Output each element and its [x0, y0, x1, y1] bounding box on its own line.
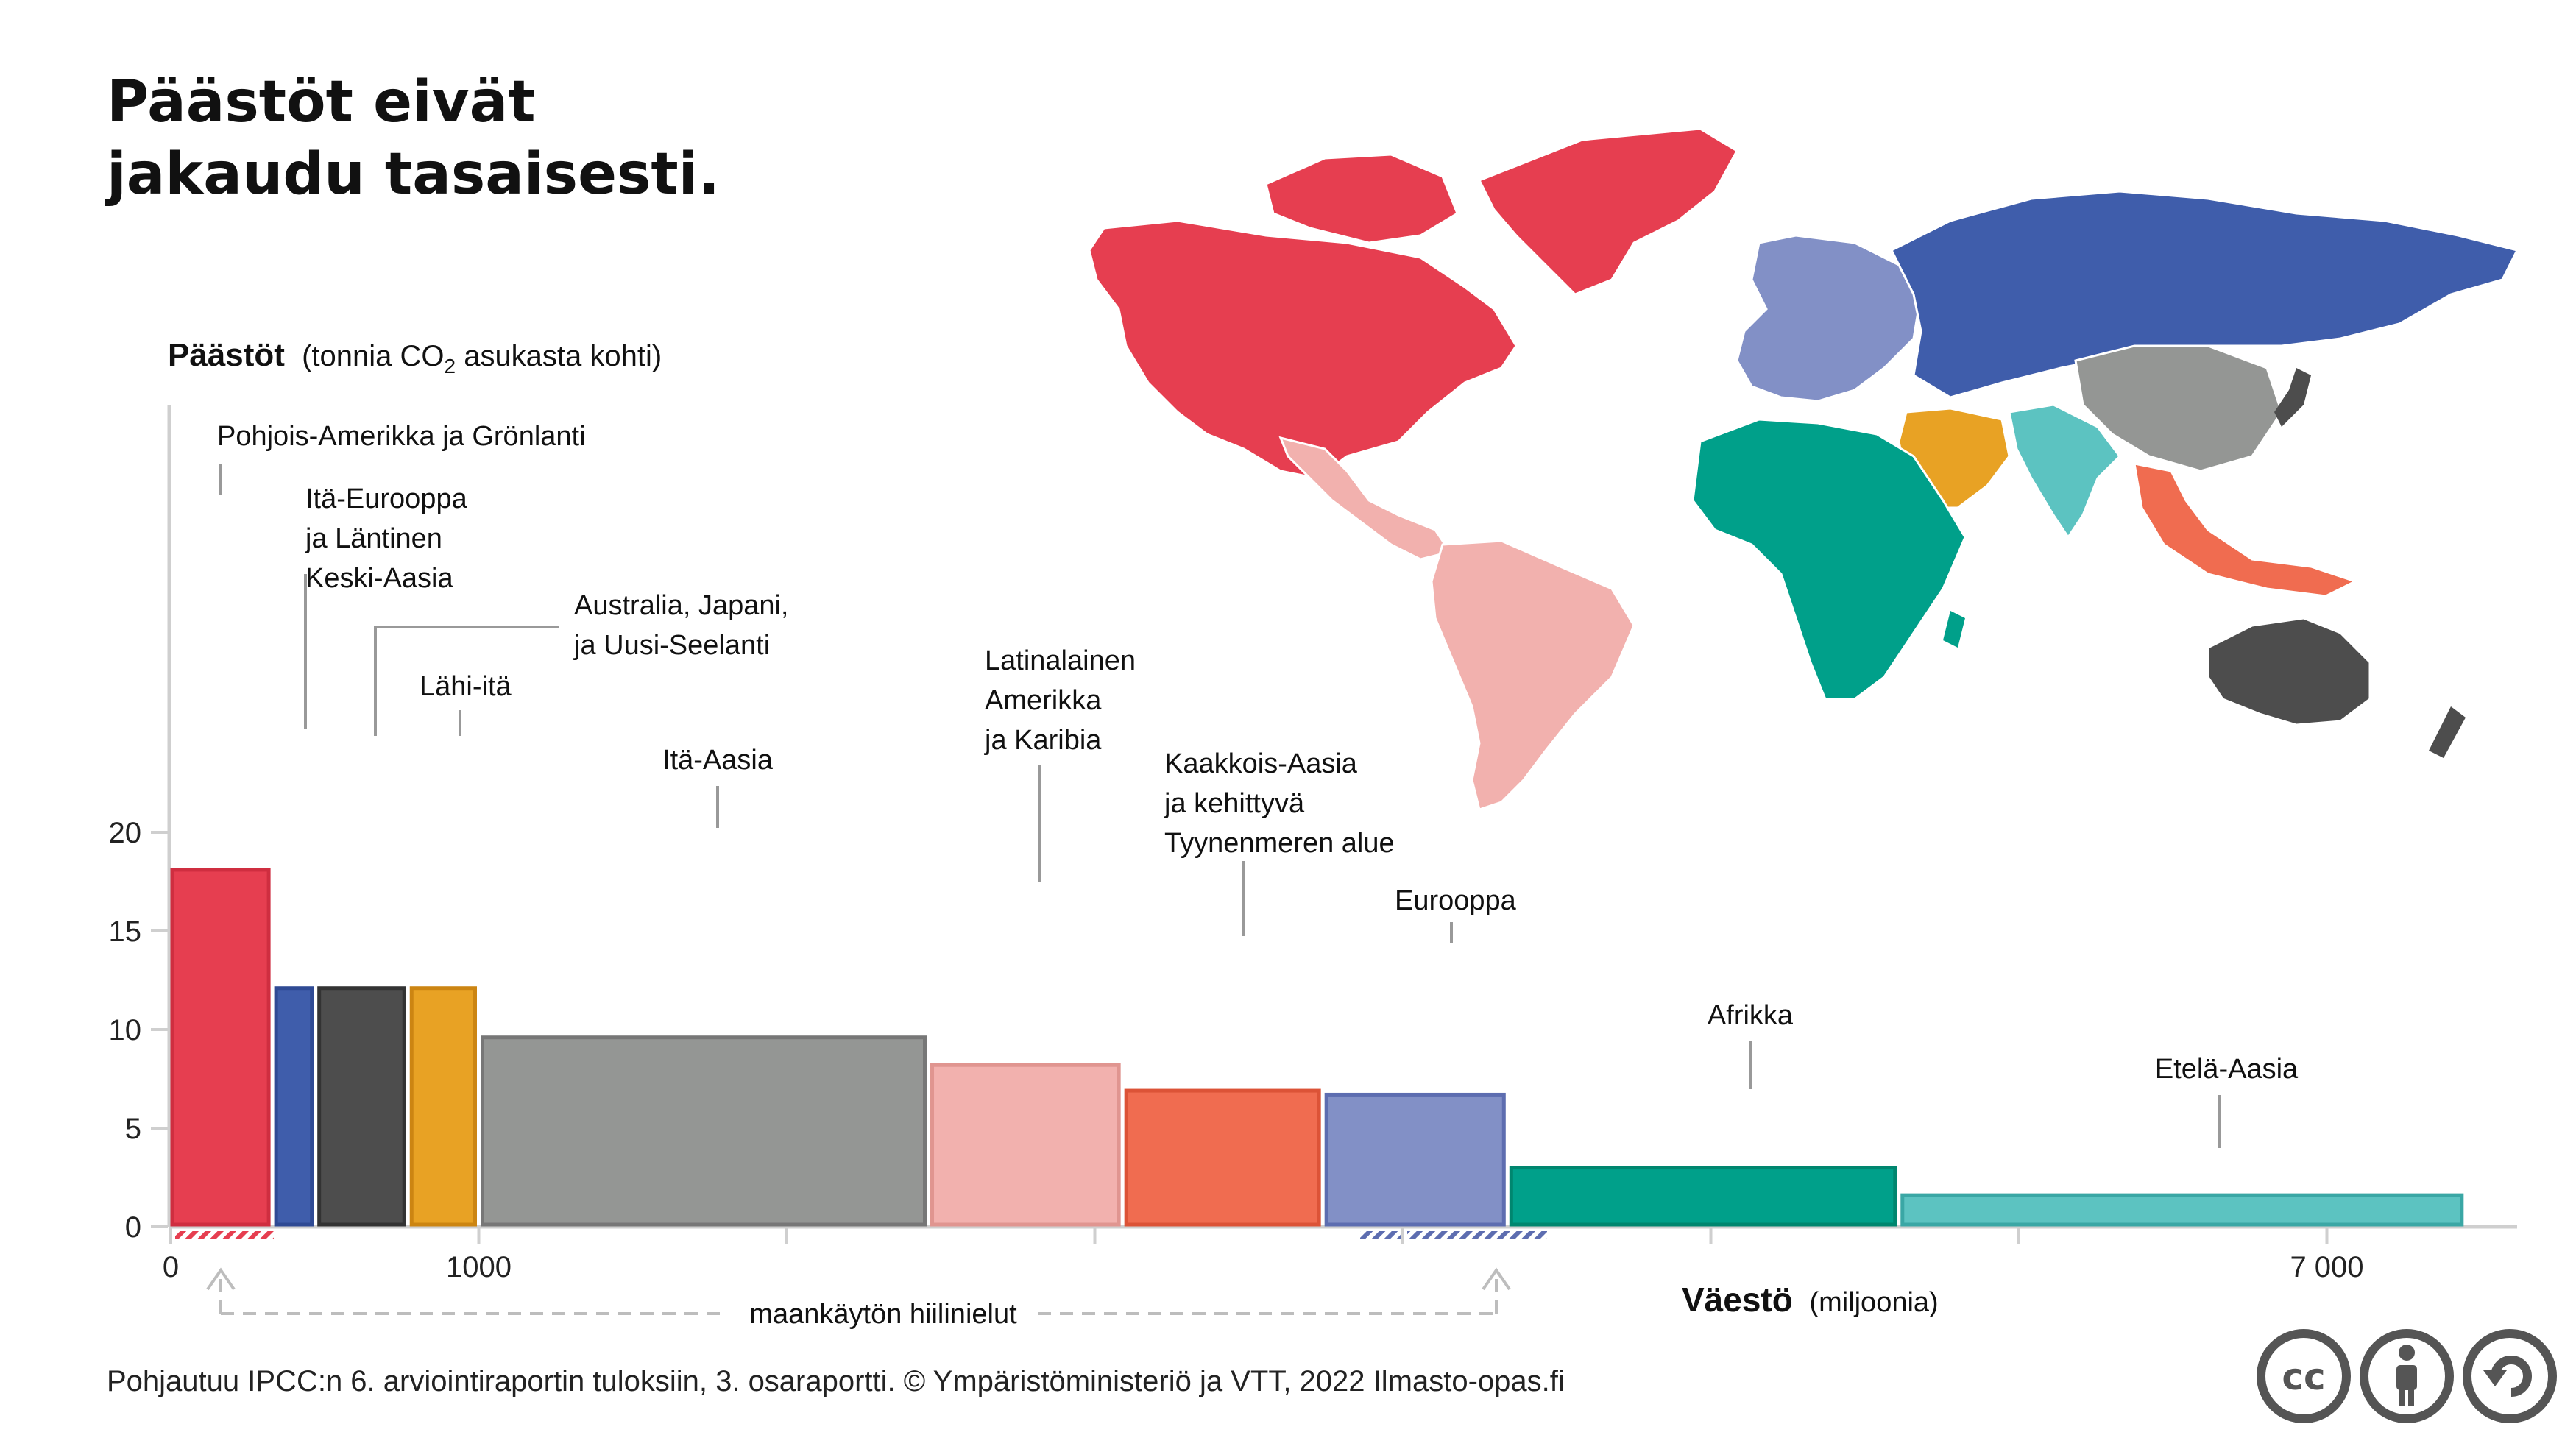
sink-hatch-north-america: [175, 1231, 274, 1239]
map-new-zealand: [2429, 706, 2466, 758]
map-arctic-islands: [1264, 153, 1459, 244]
y-tick-label: 20: [109, 817, 142, 849]
y-axis-title: Päästöt (tonnia CO2 asukasta kohti): [168, 337, 662, 378]
bar-label: Afrikka: [1708, 1000, 1794, 1031]
bar-label: Itä-Eurooppa ja Läntinen Keski-Aasia: [305, 483, 468, 594]
sink-hatch-europe-a: [1360, 1231, 1401, 1239]
map-russia: [1889, 190, 2519, 399]
x-tick-label: 7 000: [2290, 1251, 2363, 1283]
bar-label-line: ja kehittyvä: [1164, 788, 1305, 819]
bar-label: Eurooppa: [1395, 885, 1517, 916]
cc-text: cc: [2282, 1356, 2325, 1398]
bar-label-line: ja Läntinen: [305, 523, 442, 554]
map-japan: [2274, 368, 2311, 427]
y-axis-title-detail-end: asukasta kohti): [456, 340, 662, 372]
map-southeast-asia: [2133, 462, 2358, 598]
bar: [1900, 1193, 2464, 1227]
bar: [1324, 1092, 1506, 1227]
map-greenland: [1477, 127, 1739, 296]
map-south-america: [1430, 539, 1635, 811]
land-use-sink-label: maankäytön hiilinielut: [749, 1299, 1017, 1330]
x-axis-title-main: Väestö: [1682, 1280, 1793, 1319]
map-africa: [1691, 418, 1967, 701]
bar: [481, 1035, 927, 1227]
map-europe: [1735, 234, 1922, 403]
bar-label: Latinalainen Amerikka ja Karibia: [984, 645, 1136, 756]
bar-label-line: ja Karibia: [984, 725, 1102, 756]
bar-label-line: Itä-Eurooppa: [305, 483, 468, 514]
bar: [1509, 1166, 1897, 1227]
bar-label: Pohjois-Amerikka ja Grönlanti: [217, 421, 586, 452]
bar: [317, 986, 406, 1227]
x-tick-label: 0: [163, 1251, 179, 1283]
bar-label-line: Etelä-Aasia: [2155, 1054, 2299, 1085]
bar-label-line: Itä-Aasia: [662, 745, 774, 776]
bar-label-line: Afrikka: [1708, 1000, 1794, 1031]
x-tick-label: 1000: [446, 1251, 512, 1283]
map-madagascar: [1943, 611, 1965, 648]
bars: [170, 868, 2464, 1227]
y-tick-label: 5: [125, 1113, 141, 1145]
attribution-icon: [2360, 1329, 2454, 1423]
map-north-america: [1088, 219, 1518, 480]
y-ticks: 0 5 10 15 20: [109, 817, 168, 1244]
bar: [170, 868, 271, 1227]
bar-label: Kaakkois-Aasia ja kehittyvä Tyynenmeren al…: [1164, 748, 1395, 859]
title-line-1: Päästöt eivät: [107, 69, 536, 135]
map-south-asia: [2008, 403, 2121, 539]
sharealike-icon: [2463, 1329, 2557, 1423]
bar-label-line: Tyynenmeren alue: [1164, 828, 1395, 859]
bar-label-line: Eurooppa: [1395, 885, 1517, 916]
bar-label: Lähi-itä: [420, 671, 512, 702]
sink-hatch-europe-b: [1407, 1231, 1547, 1239]
source-footer: Pohjautuu IPCC:n 6. arviointiraportin tu…: [107, 1365, 1565, 1397]
bar-label-line: Kaakkois-Aasia: [1164, 748, 1358, 779]
x-ticks: 0 1000 7 000: [163, 1227, 2364, 1283]
map-central-america: [1278, 436, 1452, 561]
bar-label: Etelä-Aasia: [2155, 1054, 2299, 1085]
bar-label: Australia, Japani, ja Uusi-Seelanti: [573, 590, 789, 661]
bar-label-line: Pohjois-Amerikka ja Grönlanti: [217, 421, 586, 452]
y-axis-title-sub: 2: [445, 355, 456, 378]
bar-labels: Pohjois-Amerikka ja Grönlanti Itä-Euroopp…: [217, 421, 2299, 1148]
map-east-asia: [2074, 344, 2283, 472]
x-axis-title: Väestö (miljoonia): [1682, 1280, 1939, 1319]
y-tick-label: 10: [109, 1014, 142, 1046]
bar: [1124, 1088, 1321, 1227]
land-use-sinks: [175, 1231, 1547, 1239]
bar: [409, 986, 477, 1227]
bar-label-line: Keski-Aasia: [305, 563, 453, 594]
y-axis-title-detail: (tonnia CO: [302, 340, 444, 372]
bar: [274, 986, 314, 1227]
x-axis-title-detail: (miljoonia): [1809, 1287, 1938, 1318]
bar: [930, 1063, 1121, 1227]
y-tick-label: 0: [125, 1211, 141, 1244]
cc-icon: cc: [2257, 1329, 2351, 1423]
map-australia: [2207, 617, 2371, 726]
y-axis-title-main: Päästöt: [168, 337, 285, 373]
bar-label-leader: [374, 626, 559, 736]
bar-label-line: Lähi-itä: [420, 671, 512, 702]
bar-label: Itä-Aasia: [662, 745, 774, 776]
title-line-2: jakaudu tasaisesti.: [107, 141, 721, 208]
license-badges: cc: [2257, 1329, 2557, 1423]
bar-label-line: Australia, Japani,: [574, 590, 789, 621]
page-title: Päästöt eivät jakaudu tasaisesti.: [107, 66, 769, 210]
bar-label-line: ja Uusi-Seelanti: [573, 630, 770, 661]
bar-label-line: Latinalainen: [985, 645, 1136, 676]
land-use-sink-connector: [206, 1267, 1511, 1315]
y-tick-label: 15: [109, 915, 142, 948]
bar-label-line: Amerikka: [985, 685, 1102, 716]
